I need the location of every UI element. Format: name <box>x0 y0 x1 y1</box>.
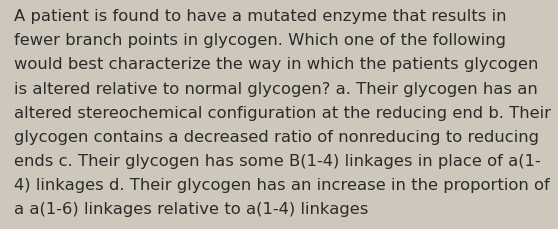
Text: is altered relative to normal glycogen? a. Their glycogen has an: is altered relative to normal glycogen? … <box>14 81 538 96</box>
Text: glycogen contains a decreased ratio of nonreducing to reducing: glycogen contains a decreased ratio of n… <box>14 129 539 144</box>
Text: altered stereochemical configuration at the reducing end b. Their: altered stereochemical configuration at … <box>14 105 551 120</box>
Text: a a(1-6) linkages relative to a(1-4) linkages: a a(1-6) linkages relative to a(1-4) lin… <box>14 202 368 216</box>
Text: ends c. Their glycogen has some B(1-4) linkages in place of a(1-: ends c. Their glycogen has some B(1-4) l… <box>14 153 541 168</box>
Text: would best characterize the way in which the patients glycogen: would best characterize the way in which… <box>14 57 538 72</box>
Text: A patient is found to have a mutated enzyme that results in: A patient is found to have a mutated enz… <box>14 9 507 24</box>
Text: fewer branch points in glycogen. Which one of the following: fewer branch points in glycogen. Which o… <box>14 33 506 48</box>
Text: 4) linkages d. Their glycogen has an increase in the proportion of: 4) linkages d. Their glycogen has an inc… <box>14 177 550 192</box>
